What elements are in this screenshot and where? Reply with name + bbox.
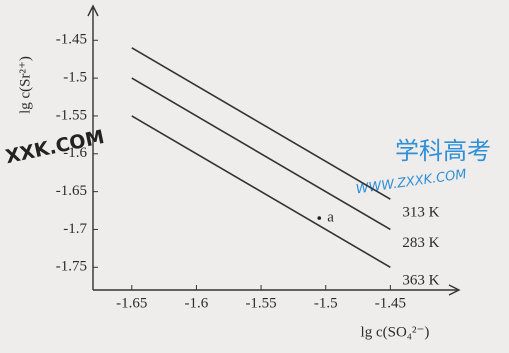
y-axis-arrow bbox=[87, 4, 99, 17]
y-tick-label: -1.75 bbox=[56, 259, 87, 275]
series-line bbox=[131, 47, 391, 200]
x-tick-label: -1.45 bbox=[375, 295, 406, 311]
x-tick-label: -1.6 bbox=[185, 295, 209, 311]
x-tick-label: -1.5 bbox=[314, 295, 338, 311]
y-tick-label: -1.65 bbox=[56, 183, 87, 199]
y-axis-label: lg c(Sr²⁺) bbox=[17, 56, 33, 114]
series-label: 283 K bbox=[402, 235, 439, 251]
series-line bbox=[131, 115, 391, 268]
series-label: 363 K bbox=[402, 273, 439, 289]
y-tick-label: -1.55 bbox=[56, 107, 87, 123]
y-tick-label: -1.5 bbox=[63, 70, 87, 86]
watermark: WWW.ZXXK.COM bbox=[355, 167, 468, 197]
x-axis-arrow bbox=[448, 284, 461, 296]
y-tick-label: -1.7 bbox=[63, 221, 87, 237]
y-tick-label: -1.6 bbox=[63, 145, 87, 161]
point-label: a bbox=[327, 210, 334, 226]
x-axis-label: lg c(SO₄²⁻) bbox=[361, 324, 430, 340]
point bbox=[317, 216, 322, 220]
x-tick-label: -1.65 bbox=[116, 295, 147, 311]
series-label: 313 K bbox=[402, 205, 439, 221]
watermark: 学科高考 bbox=[395, 137, 491, 165]
series-line bbox=[131, 77, 391, 231]
x-tick-label: -1.55 bbox=[245, 295, 276, 311]
watermark: XXK.COM bbox=[4, 126, 107, 168]
y-tick-label: -1.45 bbox=[56, 32, 87, 48]
